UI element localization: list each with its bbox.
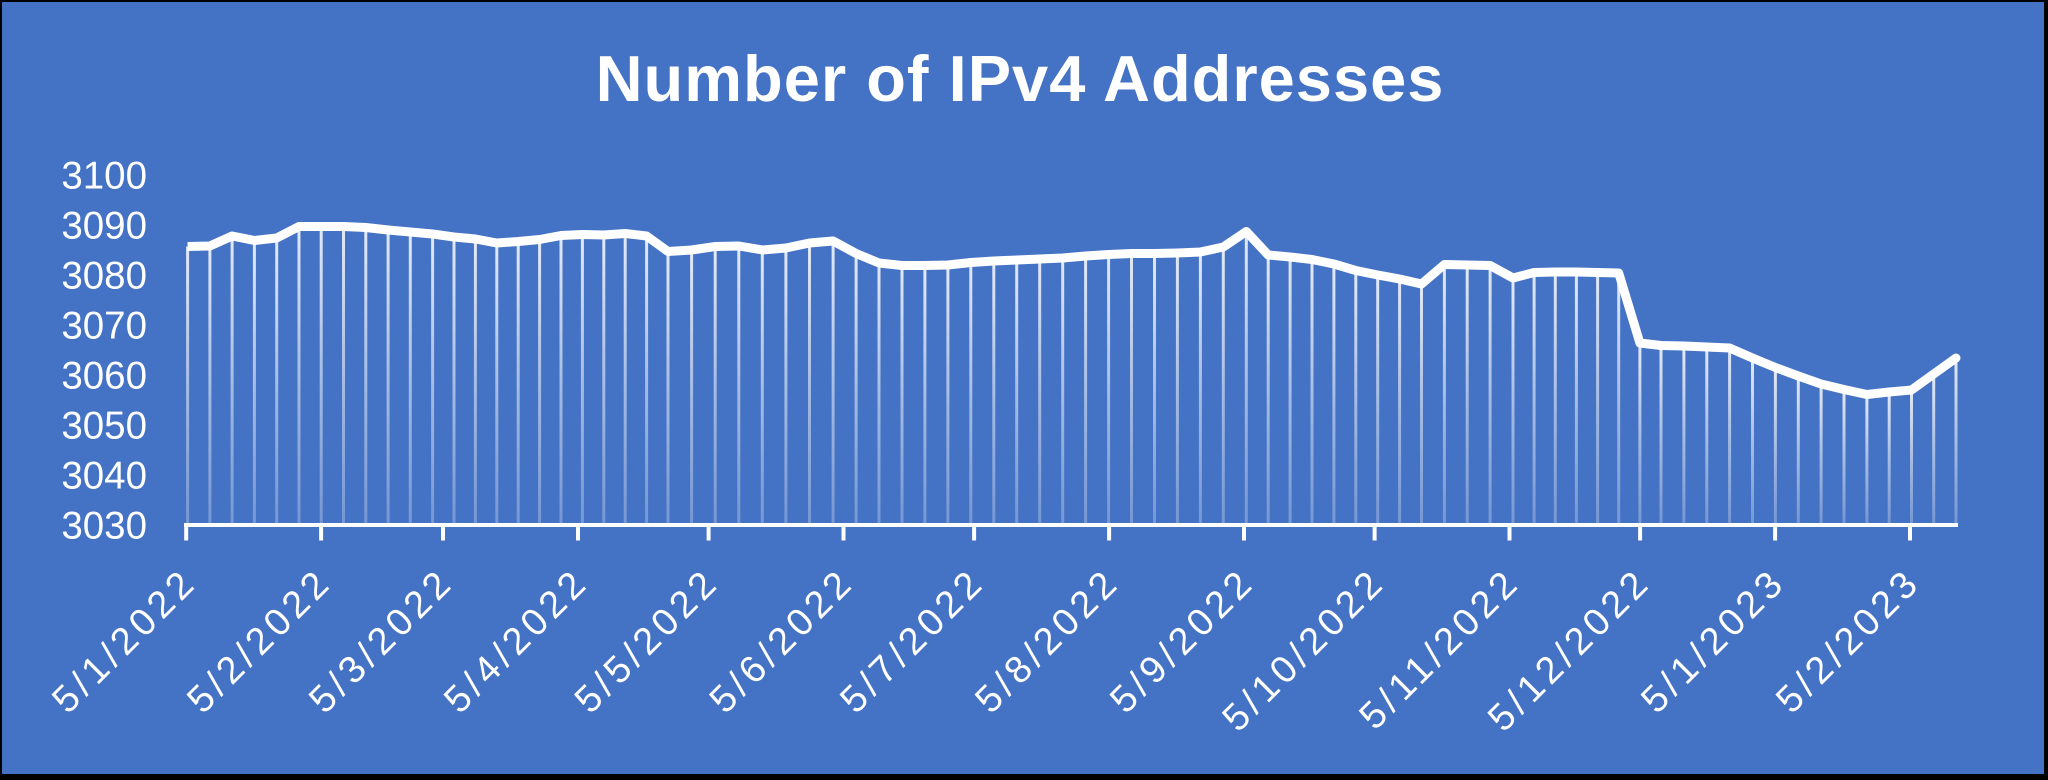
svg-text:Number of IPv4 Addresses: Number of IPv4 Addresses <box>596 42 1445 115</box>
svg-text:3050: 3050 <box>61 405 147 448</box>
svg-text:3100: 3100 <box>61 155 147 198</box>
svg-text:3080: 3080 <box>61 255 147 298</box>
svg-text:3090: 3090 <box>61 205 147 248</box>
svg-text:3070: 3070 <box>61 305 147 348</box>
svg-text:3060: 3060 <box>61 355 147 398</box>
svg-text:3030: 3030 <box>61 505 147 548</box>
svg-text:3040: 3040 <box>61 455 147 498</box>
